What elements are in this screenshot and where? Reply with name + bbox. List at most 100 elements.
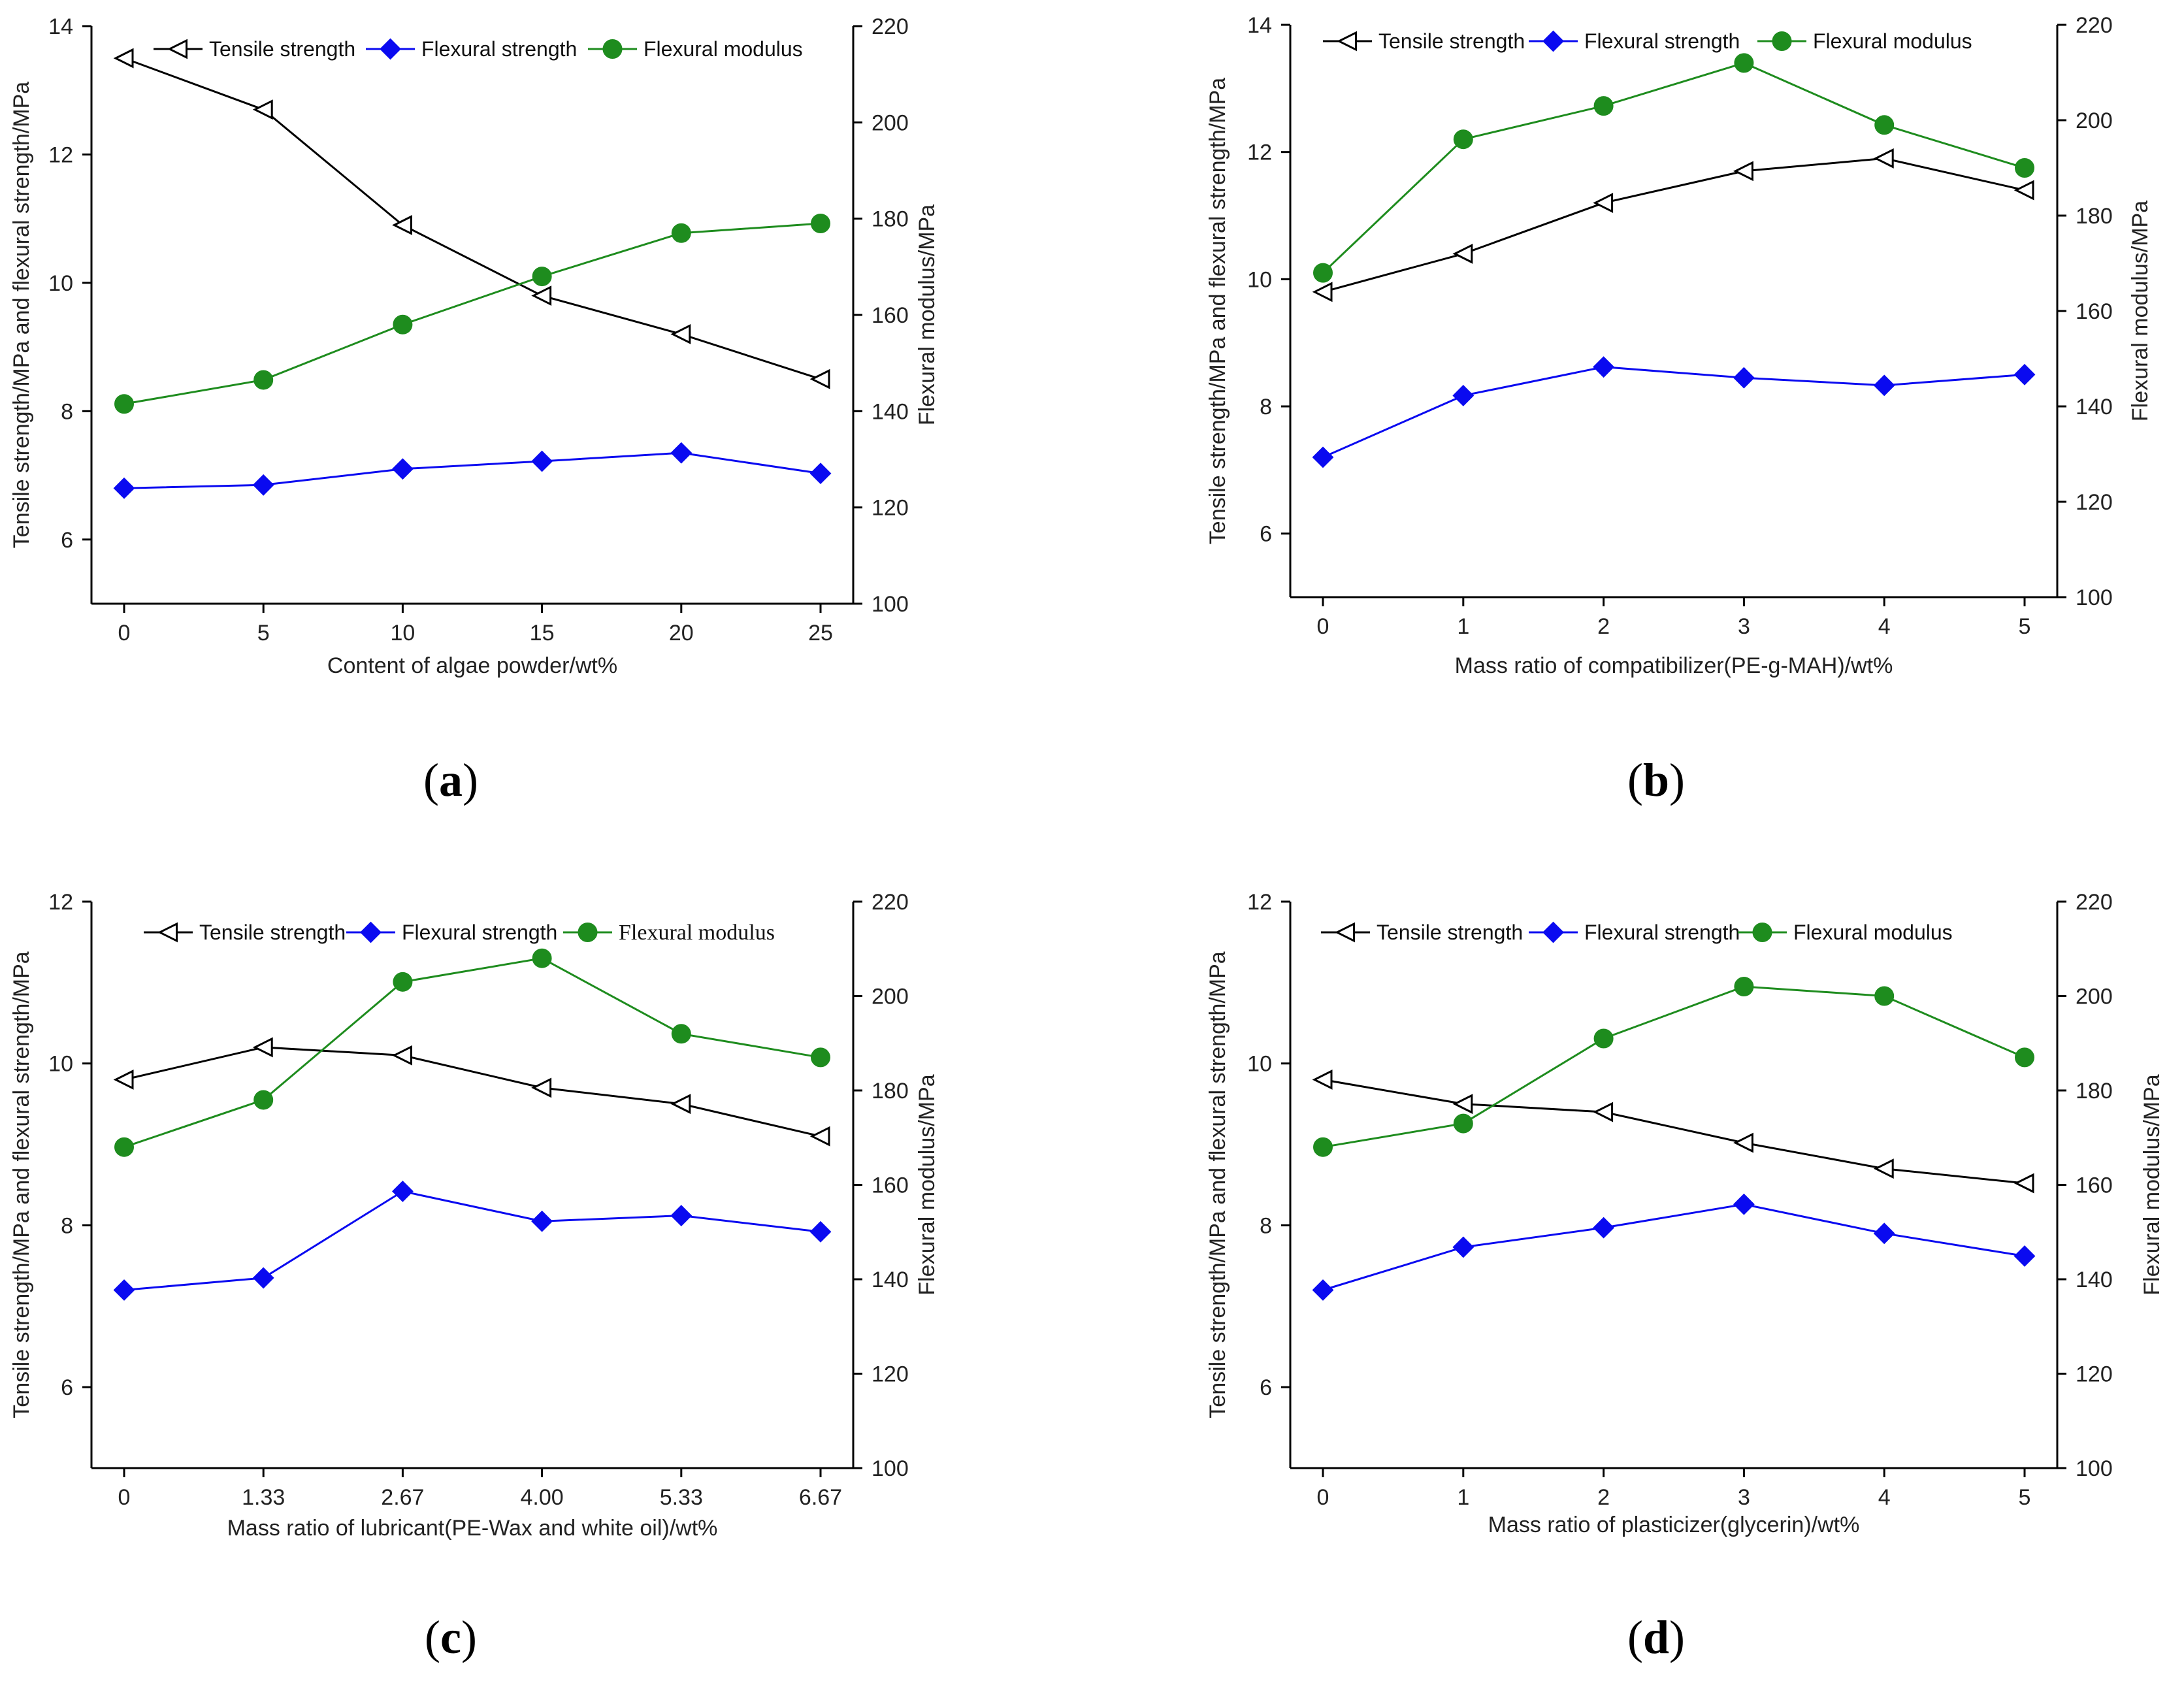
x-tick-label: 5 <box>257 621 270 646</box>
x-tick-label: 3 <box>1738 1485 1750 1510</box>
legend-marker <box>1542 30 1564 52</box>
x-tick-label: 4 <box>1878 1485 1891 1510</box>
y-tick-label: 12 <box>1247 140 1272 165</box>
legend-marker <box>167 39 187 59</box>
data-point <box>1312 446 1334 468</box>
legend-label: Flexural modulus <box>644 37 803 61</box>
y2-tick-label: 140 <box>872 399 909 424</box>
legend-label: Flexural strength <box>1584 29 1740 53</box>
data-point <box>811 1047 830 1068</box>
data-point <box>2013 1173 2034 1194</box>
y2-tick-label: 100 <box>2076 585 2113 610</box>
data-point <box>1312 1279 1334 1301</box>
panel-letter: c <box>440 1611 461 1663</box>
data-point <box>531 1077 552 1098</box>
data-point <box>1874 986 1895 1006</box>
data-point <box>392 215 412 235</box>
data-point <box>1734 977 1754 997</box>
data-point <box>113 1070 134 1090</box>
y-tick-label: 8 <box>1260 395 1272 419</box>
y-tick-label: 8 <box>1260 1213 1272 1238</box>
y2-axis-title: Flexural modulus/MPa <box>2140 1074 2164 1295</box>
legend-label: Flexural modulus <box>1793 921 1953 944</box>
data-point <box>252 99 273 120</box>
x-tick-label: 5 <box>2019 614 2031 639</box>
y2-tick-label: 180 <box>2076 1079 2113 1104</box>
data-point <box>114 394 134 414</box>
y2-tick-label: 200 <box>2076 108 2113 133</box>
y2-tick-label: 220 <box>2076 13 2113 38</box>
y-axis-title: Tensile strength/MPa and flexural streng… <box>1205 951 1230 1418</box>
data-point <box>391 458 414 480</box>
legend-marker <box>1752 923 1772 942</box>
x-tick-label: 10 <box>390 621 415 646</box>
legend-marker <box>1772 31 1792 51</box>
data-point <box>113 477 135 499</box>
series-line <box>1322 157 2025 293</box>
data-point <box>670 1094 691 1115</box>
y-tick-label: 12 <box>48 890 73 915</box>
y2-tick-label: 140 <box>2076 1268 2113 1292</box>
data-point <box>1593 193 1614 213</box>
x-tick-label: 15 <box>530 621 555 646</box>
y2-tick-label: 200 <box>872 985 909 1009</box>
series-line <box>123 1190 821 1292</box>
series-line <box>1322 1079 2025 1185</box>
data-point <box>252 1267 274 1289</box>
y2-tick-label: 220 <box>872 14 909 39</box>
chart-panel-a: 0 5 10 15 20 25 6 8 10 12 14 100 120 140 160 180 200 220 C… <box>9 14 939 806</box>
y2-tick-label: 140 <box>2076 395 2113 419</box>
data-point <box>809 368 830 389</box>
data-point <box>1312 1070 1333 1090</box>
legend-marker <box>1335 922 1355 943</box>
data-point <box>1873 1158 1894 1179</box>
data-point <box>671 1024 691 1044</box>
data-point <box>1733 1193 1755 1215</box>
data-point <box>1873 1222 1895 1245</box>
legend-marker <box>1542 921 1564 943</box>
data-point <box>252 1037 273 1058</box>
series-line <box>123 1046 821 1137</box>
data-point <box>531 286 552 306</box>
y-axis-title: Tensile strength/MPa and flexural streng… <box>9 82 34 548</box>
panel-label: (a) <box>423 754 478 806</box>
y-tick-label: 6 <box>61 1375 73 1400</box>
series-line <box>1322 1203 2025 1291</box>
y2-tick-label: 120 <box>872 496 909 521</box>
x-tick-label: 1 <box>1457 614 1469 639</box>
y2-tick-label: 120 <box>2076 1362 2113 1387</box>
y2-tick-label: 100 <box>872 1456 909 1481</box>
data-point <box>532 267 552 287</box>
series-line <box>123 222 821 405</box>
data-point <box>670 324 691 344</box>
data-point <box>2013 363 2036 385</box>
data-point <box>531 450 553 472</box>
data-point <box>391 1180 414 1202</box>
data-point <box>113 1279 135 1301</box>
y-tick-label: 6 <box>1260 522 1272 547</box>
panel-label: (b) <box>1627 754 1685 806</box>
y2-tick-label: 160 <box>2076 1173 2113 1198</box>
y2-tick-label: 100 <box>2076 1456 2113 1481</box>
x-tick-label: 1 <box>1457 1485 1469 1510</box>
legend-label: Flexural strength <box>421 37 577 61</box>
data-point <box>1734 53 1754 73</box>
legend-label: Tensile strength <box>209 37 355 61</box>
series-line <box>1322 985 2025 1149</box>
y-tick-label: 6 <box>1260 1375 1272 1400</box>
x-tick-label: 0 <box>1317 614 1329 639</box>
y2-tick-label: 180 <box>872 207 909 232</box>
y-tick-label: 12 <box>1247 890 1272 915</box>
y-axis-title: Tensile strength/MPa and flexural streng… <box>1205 78 1230 544</box>
x-tick-label: 4 <box>1878 614 1891 639</box>
legend-label: Tensile strength <box>1377 921 1523 944</box>
x-tick-label: 1.33 <box>242 1485 285 1510</box>
data-point <box>531 1210 553 1232</box>
x-tick-label: 2.67 <box>381 1485 424 1510</box>
data-point <box>2015 158 2034 178</box>
data-point <box>1733 367 1755 389</box>
x-tick-label: 2 <box>1597 614 1610 639</box>
x-tick-label: 0 <box>1317 1485 1329 1510</box>
